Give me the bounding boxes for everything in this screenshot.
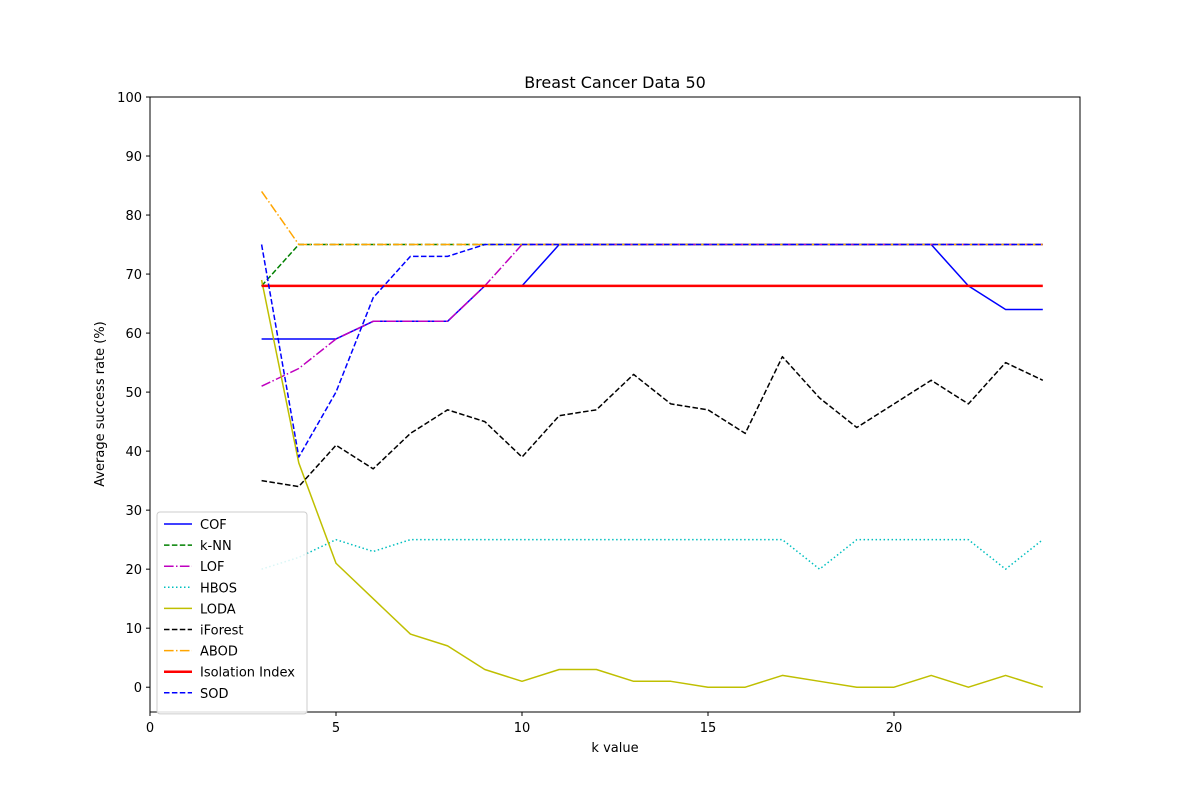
plot-lines (260, 191, 1044, 688)
x-tick-label: 0 (146, 721, 154, 736)
y-tick-label: 50 (125, 386, 142, 401)
y-tick-label: 20 (125, 563, 142, 578)
x-tick-label: 15 (700, 721, 717, 736)
y-tick-label: 100 (117, 91, 142, 106)
y-tick-label: 80 (125, 209, 142, 224)
legend-label: LOF (200, 560, 225, 575)
legend-label: COF (200, 518, 227, 533)
series-line-iforest (261, 355, 1044, 488)
x-tick-label: 20 (886, 721, 903, 736)
x-axis-label: k value (591, 741, 638, 756)
y-tick-label: 60 (125, 327, 142, 342)
x-tick-label: 5 (332, 721, 340, 736)
series-line-sod (260, 243, 1043, 458)
x-axis: 0 5 10 15 20 (146, 712, 902, 736)
legend-label: ABOD (200, 645, 238, 660)
y-tick-label: 70 (125, 268, 142, 283)
series-line-loda (260, 279, 1044, 688)
y-tick-label: 0 (134, 681, 142, 696)
y-tick-label: 40 (125, 445, 142, 460)
legend-label: Isolation Index (200, 666, 295, 681)
plot-frame (149, 96, 1081, 713)
legend-label: iForest (200, 624, 244, 639)
legend: COF k-NN LOF HBOS LODA iForest ABOD Isolation I… (156, 511, 308, 715)
legend-label: k-NN (200, 539, 232, 554)
y-tick-label: 90 (125, 150, 142, 165)
x-tick-label: 10 (514, 721, 531, 736)
y-axis: 0 10 20 30 40 50 60 70 80 90 100 (117, 91, 150, 696)
legend-label: HBOS (200, 581, 237, 596)
y-tick-label: 30 (125, 504, 142, 519)
series-line-hbos (261, 538, 1044, 570)
legend-box (156, 511, 308, 715)
y-axis-label: Average success rate (%) (93, 321, 108, 487)
legend-label: SOD (200, 687, 229, 702)
y-tick-label: 10 (125, 622, 142, 637)
chart-title: Breast Cancer Data 50 (524, 73, 706, 92)
legend-label: LODA (200, 602, 236, 617)
